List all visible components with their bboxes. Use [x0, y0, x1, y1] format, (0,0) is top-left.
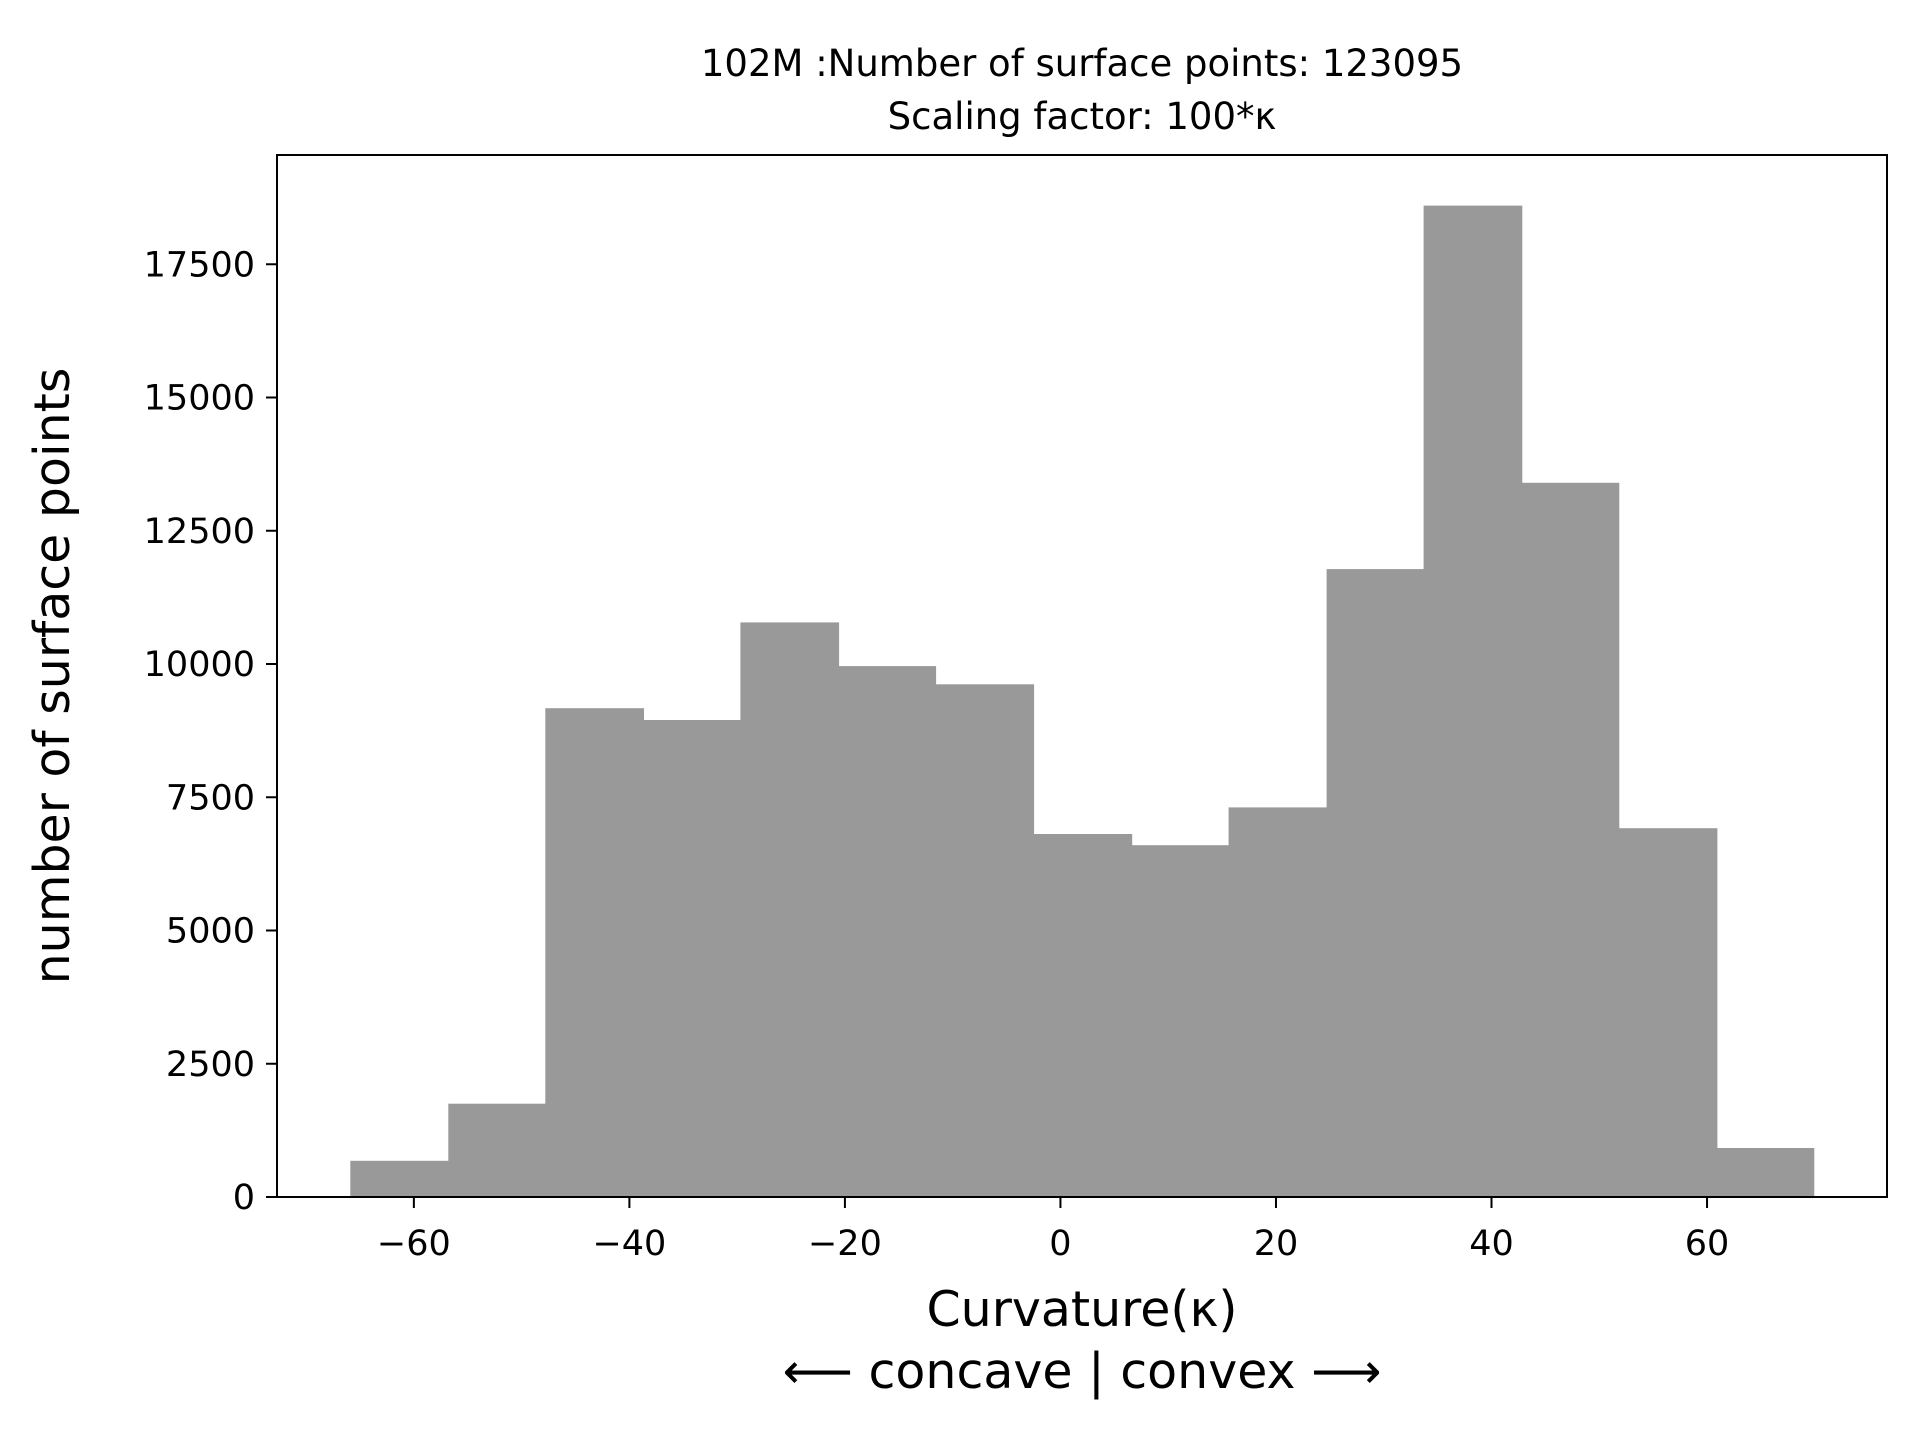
histogram-bar	[1131, 845, 1230, 1197]
histogram-bar	[1521, 482, 1620, 1197]
y-tick-label: 12500	[144, 512, 255, 552]
plot-frame	[276, 154, 1888, 1198]
histogram-bar	[1228, 807, 1328, 1197]
histogram-bar	[1618, 828, 1718, 1197]
histogram-bar	[740, 622, 840, 1197]
y-tick-label: 7500	[166, 778, 255, 818]
x-axis-ticks: −60 −40 −20 0 20 40 60	[377, 1197, 1729, 1264]
histogram-bar	[935, 684, 1035, 1197]
histogram-bar	[1716, 1148, 1815, 1197]
y-tick-label: 2500	[166, 1045, 255, 1085]
y-tick-label: 0	[233, 1178, 255, 1218]
y-tick-label: 15000	[144, 379, 255, 419]
histogram-bar	[448, 1103, 546, 1197]
y-axis-ticks: 0 2500 5000 7500 10000 12500 15000 17500	[144, 245, 277, 1218]
x-tick-label: 20	[1254, 1224, 1299, 1264]
x-tick-label: 40	[1469, 1224, 1514, 1264]
histogram-bar	[350, 1160, 449, 1197]
chart-subtitle: Scaling factor: 100*κ	[888, 95, 1277, 138]
bars-layer	[350, 205, 1815, 1198]
x-axis-sublabel: ⟵ concave | convex ⟶	[783, 1343, 1382, 1400]
y-tick-label: 17500	[144, 245, 255, 285]
histogram-bar	[838, 666, 937, 1197]
x-tick-label: −60	[377, 1224, 451, 1264]
x-tick-label: 0	[1049, 1224, 1071, 1264]
histogram-bar	[545, 708, 644, 1197]
chart-title: 102M :Number of surface points: 123095	[701, 42, 1463, 85]
y-tick-label: 5000	[166, 912, 255, 952]
y-axis-label: number of surface points	[24, 368, 81, 985]
histogram-bar	[1033, 834, 1133, 1197]
histogram-bar	[643, 720, 741, 1197]
histogram-bar	[1326, 569, 1425, 1197]
y-tick-label: 10000	[144, 645, 255, 685]
x-tick-label: 60	[1685, 1224, 1730, 1264]
x-tick-label: −20	[808, 1224, 882, 1264]
x-axis-label: Curvature(κ)	[926, 1281, 1237, 1338]
x-tick-label: −40	[592, 1224, 666, 1264]
histogram-bar	[1423, 205, 1523, 1198]
